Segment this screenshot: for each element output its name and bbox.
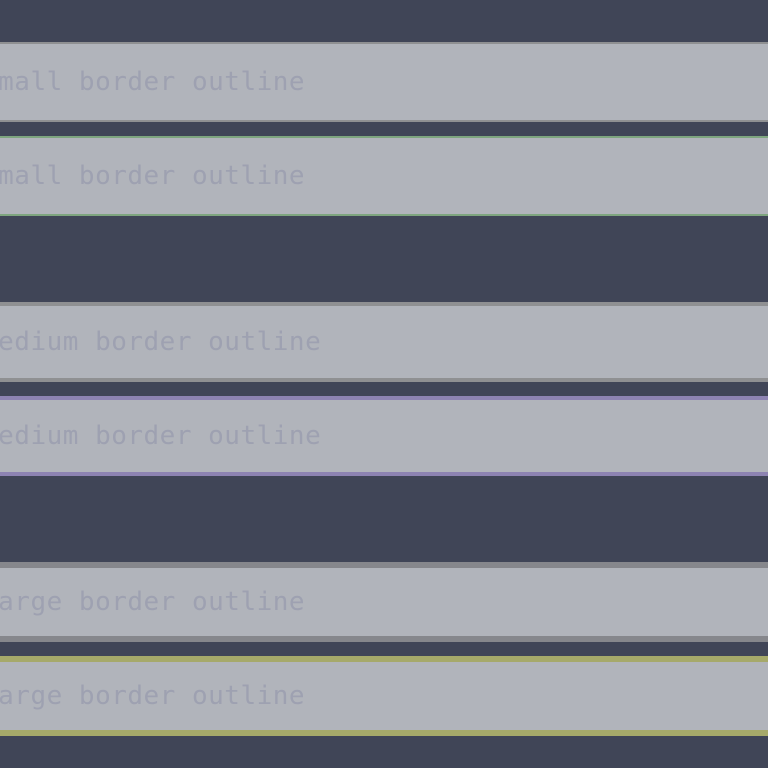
small-outline-input[interactable]: small border outline	[0, 42, 768, 122]
small-outline-input-value: small border outline	[0, 67, 306, 97]
medium-outline-input-value: medium border outline	[0, 327, 322, 357]
large-outline-input-focused[interactable]: large border outline	[0, 656, 768, 736]
large-outline-input[interactable]: large border outline	[0, 562, 768, 642]
medium-outline-input[interactable]: medium border outline	[0, 302, 768, 382]
medium-outline-input-focused[interactable]: medium border outline	[0, 396, 768, 476]
small-outline-input-focused-value: small border outline	[0, 161, 306, 191]
large-outline-input-value: large border outline	[0, 587, 306, 617]
large-outline-input-focused-value: large border outline	[0, 681, 306, 711]
small-outline-input-focused[interactable]: small border outline	[0, 136, 768, 216]
medium-outline-input-focused-value: medium border outline	[0, 421, 322, 451]
